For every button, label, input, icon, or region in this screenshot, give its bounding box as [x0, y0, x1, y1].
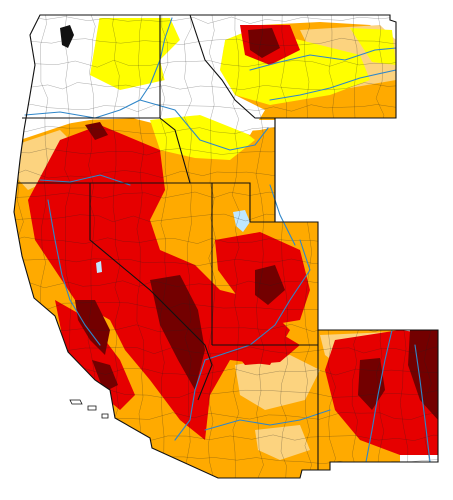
channel-islands: [69, 399, 109, 419]
missouri-river: [249, 47, 397, 71]
d1-area-arizona-south: [255, 425, 310, 460]
coastal-islands: [60, 25, 109, 419]
great-salt-lake: [233, 210, 250, 232]
d0-area-montana-ne: [350, 28, 396, 65]
d1-area-colorado: [360, 240, 400, 300]
d4-area-nm-central: [358, 358, 385, 410]
d4-area-california-south: [92, 360, 118, 392]
snake-river: [139, 99, 269, 151]
d0-area-wyoming: [290, 118, 330, 140]
state-borders: [13, 14, 439, 479]
d0-area-washington: [90, 18, 180, 90]
green-river: [269, 184, 296, 246]
d4-area-central-valley: [75, 300, 110, 355]
san-juan-islands: [60, 25, 74, 48]
humboldt-river: [39, 174, 131, 186]
pecos-river: [414, 344, 431, 463]
d4-area-oregon: [85, 122, 108, 140]
border-id-mt: [189, 14, 275, 119]
border-ca-nv: [89, 183, 213, 401]
sacramento-river: [47, 199, 71, 301]
d1-area-arizona: [235, 355, 320, 410]
border-id-west: [159, 15, 191, 184]
d4-area-montana: [248, 28, 280, 58]
yellowstone-river: [269, 69, 397, 101]
border-ut-north: [212, 182, 275, 223]
colorado-river: [174, 239, 311, 441]
rivers: [24, 17, 431, 463]
lake-tahoe: [96, 261, 102, 273]
drought-layers: [14, 15, 438, 478]
d4-area-utah: [255, 265, 285, 305]
rio-grande: [365, 329, 393, 463]
gila-river: [204, 409, 331, 431]
d4-area-nm-northeast: [408, 330, 438, 420]
d3-area-arizona-ne: [225, 330, 300, 365]
none-area-northwest: [20, 15, 265, 140]
san-joaquin-river: [69, 299, 101, 346]
